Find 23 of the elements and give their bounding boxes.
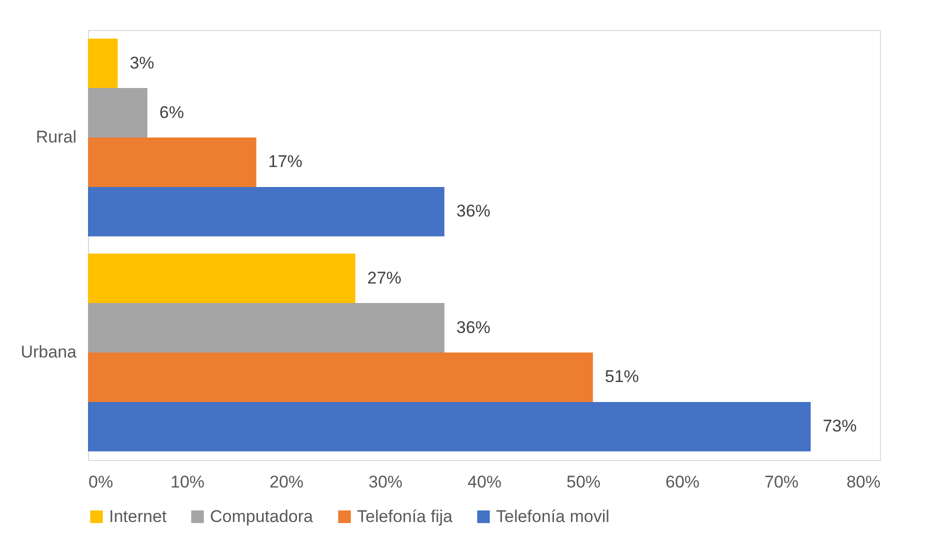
x-tick-label: 80% xyxy=(846,472,880,492)
data-label: 36% xyxy=(456,318,490,337)
legend-label: Computadora xyxy=(210,506,314,526)
x-tick-label: 50% xyxy=(566,472,601,492)
x-tick-label: 70% xyxy=(764,472,799,492)
x-tick-label: 40% xyxy=(467,472,502,492)
data-label: 73% xyxy=(822,416,857,436)
data-label: 51% xyxy=(604,367,639,386)
legend-label: Telefonía fija xyxy=(357,506,453,526)
x-tick-label: 0% xyxy=(88,472,114,492)
x-tick-label: 10% xyxy=(170,472,205,492)
y-tick-label: Urbana xyxy=(20,342,78,362)
data-label: 6% xyxy=(159,102,184,122)
legend-label: Telefonía movil xyxy=(496,506,610,526)
data-label: 36% xyxy=(456,202,490,221)
x-tick-label: 60% xyxy=(665,472,700,492)
legend-label: Internet xyxy=(109,506,167,526)
data-label: 3% xyxy=(130,53,154,72)
x-tick-label: 30% xyxy=(368,472,403,492)
y-tick-label: Rural xyxy=(36,128,76,146)
data-label: 17% xyxy=(268,152,302,172)
data-label: 27% xyxy=(367,268,402,288)
x-tick-label: 20% xyxy=(269,472,304,492)
